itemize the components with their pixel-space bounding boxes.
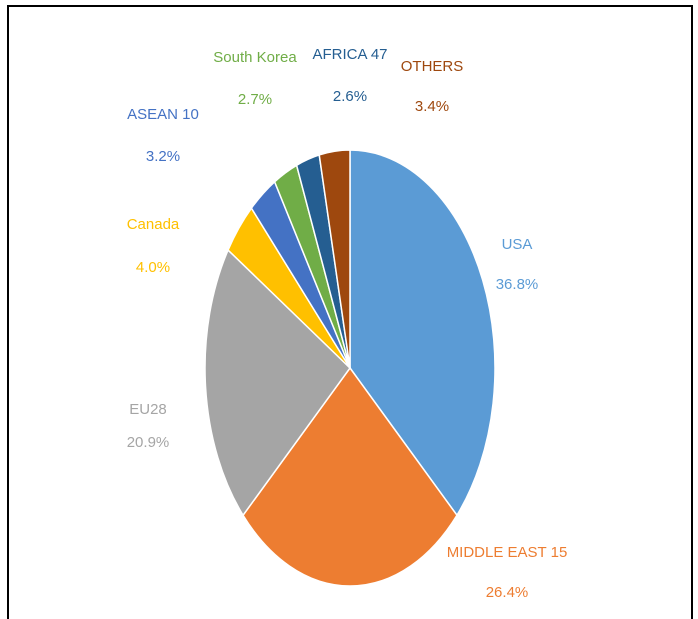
- slice-value-label: 20.9%: [127, 434, 170, 451]
- pie-slice: [242, 366, 458, 587]
- slice-name: AFRICA 47: [312, 46, 387, 63]
- pie-slice: [318, 149, 351, 369]
- slice-value-label: 36.8%: [496, 276, 539, 293]
- pie-slice: [204, 248, 351, 517]
- slice-name: OTHERS: [401, 58, 464, 75]
- slice-value-label: 4.0%: [136, 259, 170, 276]
- slice-value-label: 26.4%: [486, 584, 529, 601]
- slice-name: USA: [502, 236, 533, 253]
- slice-name: ASEAN 10: [127, 106, 199, 123]
- slice-name: EU28: [129, 401, 167, 418]
- slice-name: MIDDLE EAST 15: [447, 544, 568, 561]
- slice-value-label: 2.7%: [238, 91, 272, 108]
- slice-value-label: 2.6%: [333, 88, 367, 105]
- frame: [7, 5, 693, 619]
- slice-value-label: 3.2%: [146, 148, 180, 165]
- slice-name: Canada: [127, 216, 180, 233]
- slice-name: South Korea: [213, 49, 297, 66]
- pie-slice: [349, 149, 496, 517]
- slice-value-label: 3.4%: [415, 98, 449, 115]
